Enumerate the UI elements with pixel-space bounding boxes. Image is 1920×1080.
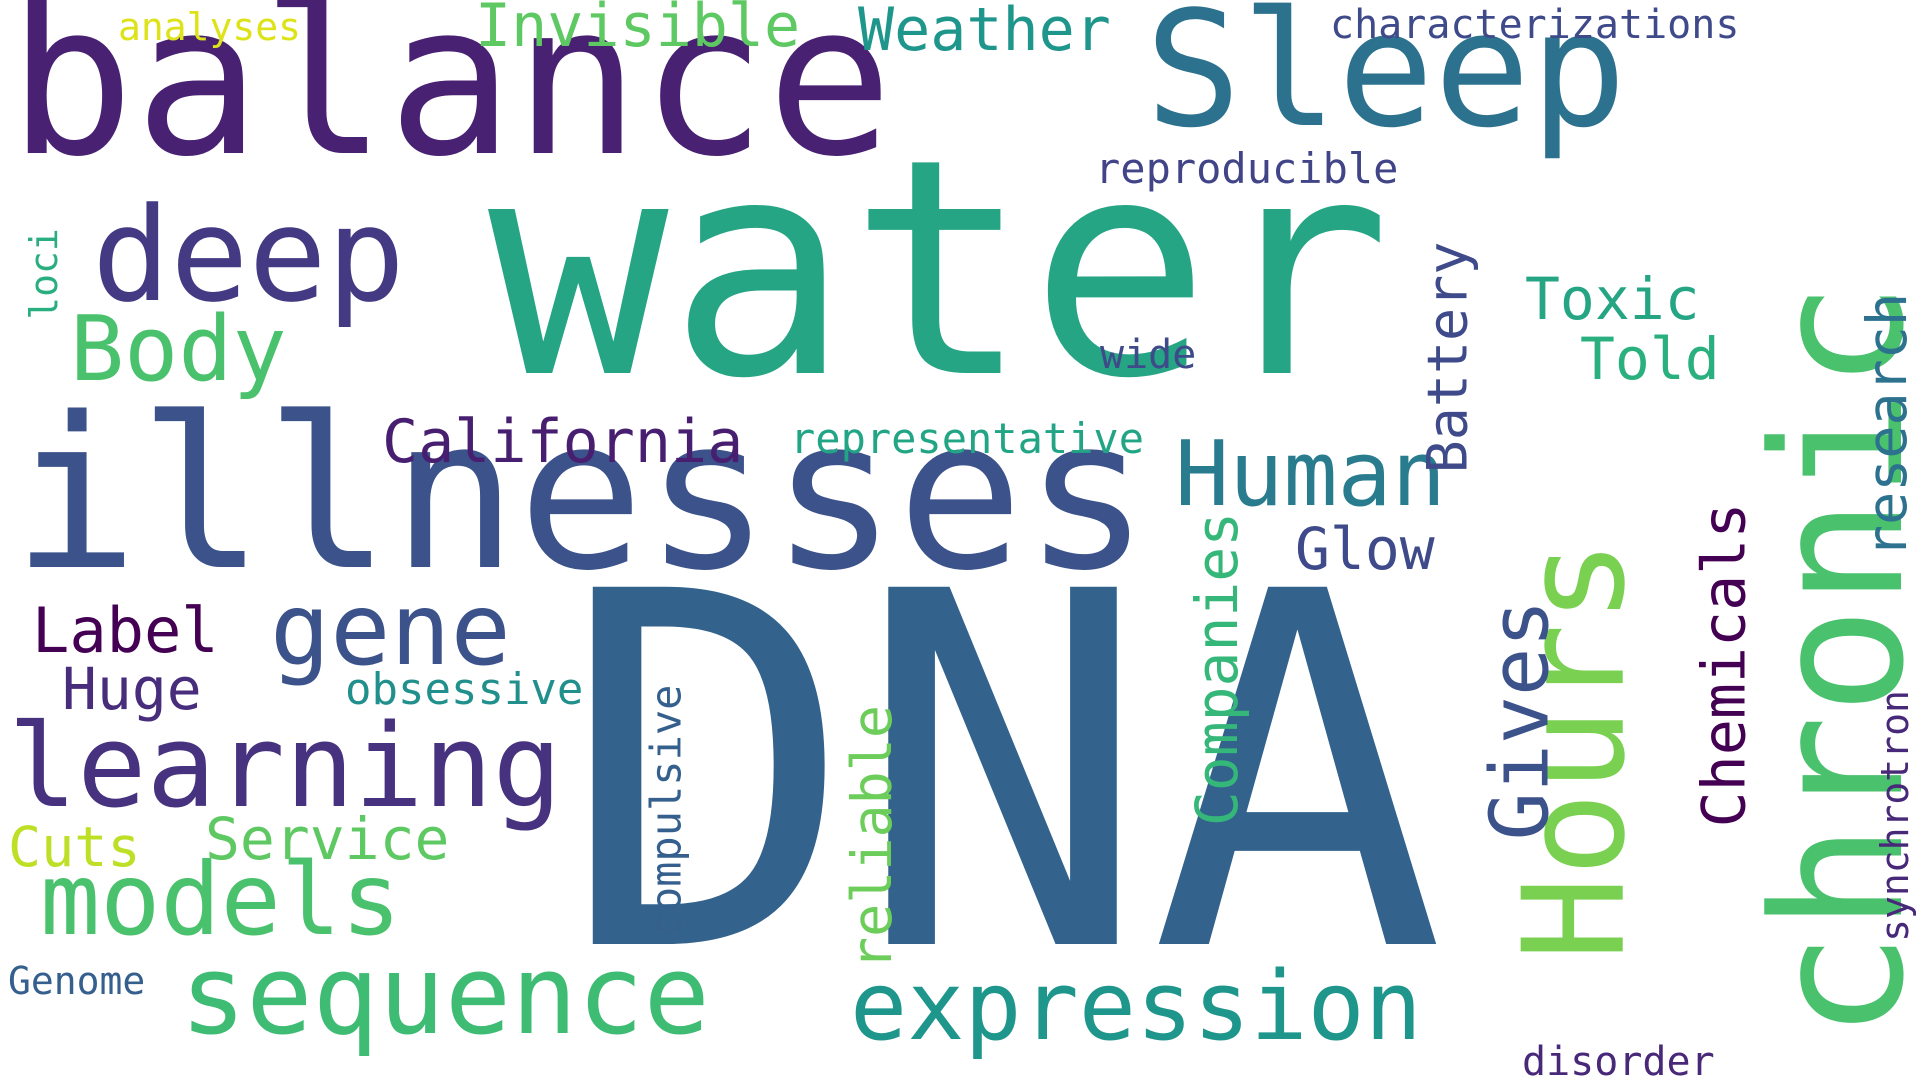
word-loci: loci	[21, 228, 66, 320]
word-disorder: disorder	[1522, 1039, 1715, 1080]
word-California: California	[382, 407, 744, 477]
word-balance: balance	[8, 0, 894, 203]
word-Sleep: Sleep	[1145, 0, 1627, 163]
word-Gives: Gives	[1473, 599, 1567, 841]
word-obsessive: obsessive	[345, 664, 584, 715]
word-Told: Told	[1580, 325, 1720, 393]
word-Genome: Genome	[8, 959, 146, 1003]
word-Battery: Battery	[1415, 241, 1480, 474]
word-reproducible: reproducible	[1095, 144, 1399, 193]
word-Glow: Glow	[1295, 515, 1435, 583]
word-illnesses: illnesses	[12, 372, 1150, 617]
word-sequence: sequence	[180, 931, 710, 1059]
word-gene: gene	[270, 571, 511, 688]
word-wide: wide	[1100, 332, 1197, 378]
word-water: water	[488, 95, 1392, 444]
word-deep: deep	[92, 179, 406, 331]
word-compulsive: compulsive	[641, 684, 691, 938]
word-learning: learning	[8, 700, 562, 834]
word-Weather: Weather	[858, 0, 1111, 65]
word-Cuts: Cuts	[8, 815, 141, 879]
word-Human: Human	[1175, 422, 1446, 527]
word-Companies: Companies	[1183, 511, 1252, 827]
word-reliable: reliable	[839, 705, 904, 970]
word-Huge: Huge	[62, 655, 202, 723]
word-analyses: analyses	[118, 5, 302, 49]
word-DNA: DNA	[560, 489, 1446, 1060]
word-Toxic: Toxic	[1525, 265, 1700, 333]
word-models: models	[40, 841, 402, 958]
word-Body: Body	[70, 297, 287, 402]
word-characterizations: characterizations	[1330, 2, 1740, 48]
word-expression: expression	[850, 952, 1422, 1062]
word-Chemicals: Chemicals	[1689, 502, 1760, 828]
word-Service: Service	[205, 805, 450, 873]
word-representative: representative	[790, 414, 1145, 463]
word-Invisible: Invisible	[475, 0, 801, 61]
word-research: research	[1854, 293, 1919, 558]
word-Label: Label	[32, 594, 219, 667]
word-synchrotron: synchrotron	[1872, 690, 1917, 942]
